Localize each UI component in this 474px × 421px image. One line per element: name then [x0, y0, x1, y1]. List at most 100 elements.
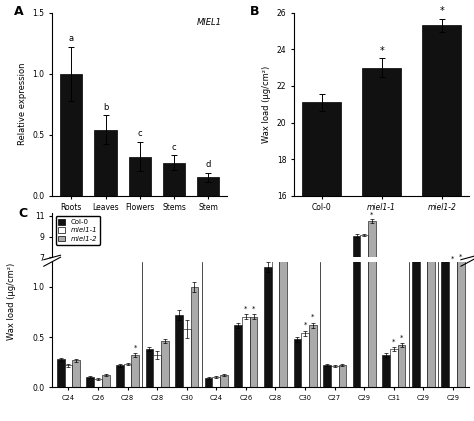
Bar: [234, 324, 242, 330]
Bar: [293, 339, 301, 387]
Bar: [302, 102, 341, 421]
Text: d: d: [206, 160, 211, 169]
Bar: [427, 61, 435, 387]
Text: Wax load (µg/cm²): Wax load (µg/cm²): [8, 262, 16, 340]
Bar: [272, 232, 279, 387]
Bar: [419, 297, 427, 330]
Bar: [242, 317, 250, 387]
Text: c: c: [172, 143, 176, 152]
Text: *: *: [459, 254, 462, 260]
Bar: [353, 0, 360, 387]
Bar: [309, 325, 317, 387]
Bar: [457, 0, 465, 387]
Bar: [116, 328, 124, 330]
Bar: [422, 25, 461, 421]
Bar: [412, 76, 419, 387]
Bar: [234, 325, 242, 387]
Bar: [205, 378, 212, 387]
Text: *: *: [451, 256, 455, 262]
Text: *: *: [379, 45, 384, 56]
Legend: Col-0, miel1-1, miel1-2: Col-0, miel1-1, miel1-2: [55, 216, 100, 245]
Text: *: *: [252, 306, 255, 312]
Bar: [264, 267, 272, 387]
Bar: [86, 377, 94, 387]
Text: B: B: [250, 5, 260, 18]
Bar: [124, 364, 131, 387]
Bar: [383, 327, 390, 330]
Text: A: A: [14, 5, 23, 18]
Bar: [64, 365, 72, 387]
Bar: [60, 74, 82, 196]
Text: *: *: [400, 335, 403, 341]
Bar: [309, 324, 317, 330]
Bar: [390, 327, 398, 330]
Bar: [153, 327, 161, 330]
Bar: [191, 287, 198, 387]
Bar: [124, 328, 131, 330]
Bar: [212, 377, 220, 387]
Bar: [449, 264, 457, 330]
Bar: [362, 67, 401, 421]
Bar: [175, 315, 183, 387]
Bar: [146, 349, 153, 387]
Bar: [323, 365, 331, 387]
Bar: [220, 329, 228, 330]
Bar: [331, 328, 338, 330]
Bar: [301, 325, 309, 330]
Bar: [175, 323, 183, 330]
Bar: [94, 379, 102, 387]
Bar: [250, 317, 257, 387]
Bar: [264, 318, 272, 330]
Bar: [220, 375, 228, 387]
Bar: [398, 326, 405, 330]
Bar: [161, 341, 169, 387]
Bar: [250, 323, 257, 330]
Bar: [383, 355, 390, 387]
Bar: [412, 298, 419, 330]
Text: a: a: [69, 34, 74, 43]
Bar: [338, 365, 346, 387]
Bar: [390, 349, 398, 387]
Bar: [441, 0, 449, 387]
Bar: [419, 66, 427, 387]
Bar: [161, 326, 169, 330]
Bar: [338, 328, 346, 330]
Bar: [323, 328, 331, 330]
Bar: [398, 345, 405, 387]
Text: b: b: [103, 103, 108, 112]
Bar: [102, 329, 109, 330]
Bar: [128, 157, 151, 196]
Bar: [183, 329, 191, 387]
Text: *: *: [439, 6, 444, 16]
Bar: [353, 236, 360, 330]
Text: *: *: [134, 345, 137, 351]
Bar: [72, 360, 80, 387]
Bar: [131, 327, 139, 330]
Bar: [57, 359, 64, 387]
Bar: [72, 328, 80, 330]
Bar: [360, 0, 368, 387]
Text: *: *: [370, 212, 374, 218]
Text: *: *: [303, 322, 307, 328]
Bar: [183, 325, 191, 330]
Bar: [301, 333, 309, 387]
Bar: [153, 355, 161, 387]
Text: c: c: [137, 129, 142, 139]
Bar: [131, 355, 139, 387]
Bar: [427, 296, 435, 330]
Bar: [368, 0, 376, 387]
Bar: [279, 315, 287, 330]
Bar: [242, 323, 250, 330]
Bar: [146, 327, 153, 330]
Bar: [331, 366, 338, 387]
Text: *: *: [244, 306, 247, 312]
Bar: [368, 221, 376, 330]
Bar: [272, 314, 279, 330]
Bar: [360, 235, 368, 330]
Bar: [279, 237, 287, 387]
Bar: [163, 163, 185, 196]
Text: *: *: [311, 314, 314, 320]
Bar: [197, 178, 219, 196]
Y-axis label: Relative expression: Relative expression: [18, 63, 27, 145]
Bar: [102, 375, 109, 387]
